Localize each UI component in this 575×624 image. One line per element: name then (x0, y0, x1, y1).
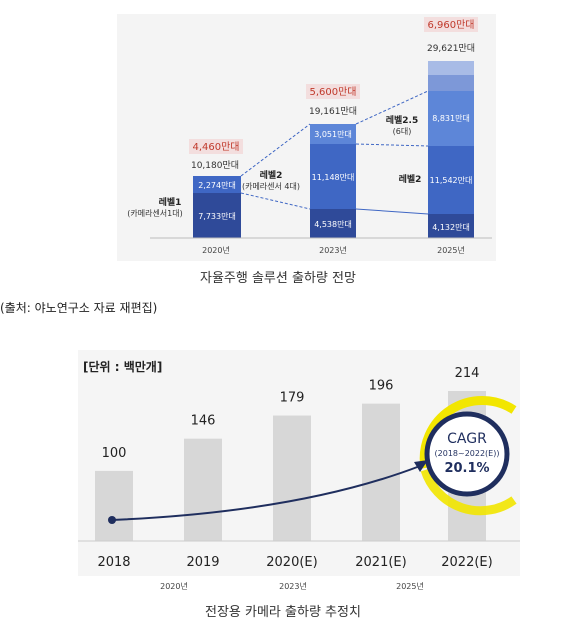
value-label: 179 (280, 391, 305, 406)
category-label: 2022(E) (441, 555, 492, 570)
trend-arrow (111, 465, 421, 521)
series-label-sub: (6대) (393, 127, 412, 136)
connector-line (355, 143, 429, 147)
total-badge (424, 17, 478, 32)
total-label: 5,600만대 (309, 86, 356, 98)
total-label: 4,460만대 (192, 141, 239, 153)
bottom-strip-label: 2023년 (279, 581, 307, 591)
connector-line (355, 208, 429, 215)
value-label: 100 (102, 446, 127, 461)
series-label-sub: (카메라센서1대) (127, 208, 183, 218)
subtotal-label: 29,621만대 (427, 43, 475, 54)
source-note: (출처: 야노연구소 자료 재편집) (0, 301, 158, 315)
seg-label: 4,538만대 (314, 220, 352, 229)
bar-2023-level1 (310, 209, 356, 238)
cagr-ring-yellow (420, 468, 517, 516)
caption-1: 자율주행 솔루션 출하량 전망 (200, 271, 356, 286)
category-label: 2023년 (319, 245, 347, 255)
value-label: 146 (191, 414, 216, 429)
caption-2: 전장용 카메라 출하량 추정치 (205, 605, 361, 620)
seg-label: 11,542만대 (430, 176, 473, 185)
subtotal-label: 19,161만대 (309, 106, 357, 117)
bar-2018 (95, 470, 133, 541)
seg-label: 4,132만대 (432, 223, 470, 232)
series-label: 레벨2 (399, 173, 422, 185)
chart1-svg: 7,733만대 2,274만대 4,538만대 11,148만대 3,051만대… (127, 17, 492, 255)
seg-label: 3,051만대 (314, 130, 352, 139)
bar-2025-level2 (428, 146, 474, 214)
category-label: 2025년 (437, 245, 465, 255)
bar-2023-level2 (310, 144, 356, 209)
connector-line (240, 192, 311, 210)
arrow-head (414, 460, 428, 472)
connector-line (355, 90, 429, 125)
bar-2021(E) (362, 403, 400, 541)
series-label-sub: (카메라센서 4대) (242, 181, 300, 191)
bar-2020(E) (273, 415, 311, 541)
seg-label: 8,831만대 (432, 114, 470, 123)
total-label: 6,960만대 (427, 19, 474, 31)
seg-label: 2,274만대 (198, 181, 236, 190)
bottom-strip-label: 2020년 (160, 581, 188, 591)
bar-2025-level25 (428, 91, 474, 146)
unit-label: [단위 : 백만개] (83, 359, 162, 374)
cagr-circle (424, 411, 510, 497)
bottom-strip-label: 2025년 (396, 581, 424, 591)
bar-2023-level25 (310, 124, 356, 144)
bar-2025-top2 (428, 61, 474, 75)
category-label: 2018 (97, 555, 130, 570)
bar-2020-level1 (193, 193, 241, 238)
value-label: 214 (455, 366, 480, 381)
connector-line (240, 123, 311, 177)
seg-label: 7,733만대 (198, 212, 236, 221)
total-badge (189, 139, 243, 154)
category-label: 2021(E) (355, 555, 406, 570)
category-label: 2020년 (202, 245, 230, 255)
bar-2025-top1 (428, 75, 474, 91)
bar-2020-level2 (193, 176, 241, 193)
bar-2019 (184, 438, 222, 541)
total-badge (306, 84, 360, 99)
cagr-title: CAGR (447, 431, 487, 447)
subtotal-label: 10,180만대 (191, 160, 239, 171)
trend-start-dot (108, 516, 116, 524)
cagr-range: (2018~2022(E)) (435, 449, 500, 458)
series-label: 레벨2 (260, 169, 283, 181)
category-label: 2020(E) (266, 555, 317, 570)
value-label: 196 (369, 379, 394, 394)
series-label: 레벨1 (159, 196, 182, 208)
seg-label: 11,148만대 (312, 173, 355, 182)
bar-2025-level1 (428, 214, 474, 238)
cagr-value: 20.1% (444, 461, 489, 476)
category-label: 2019 (186, 555, 219, 570)
series-label: 레벨2.5 (386, 114, 419, 126)
